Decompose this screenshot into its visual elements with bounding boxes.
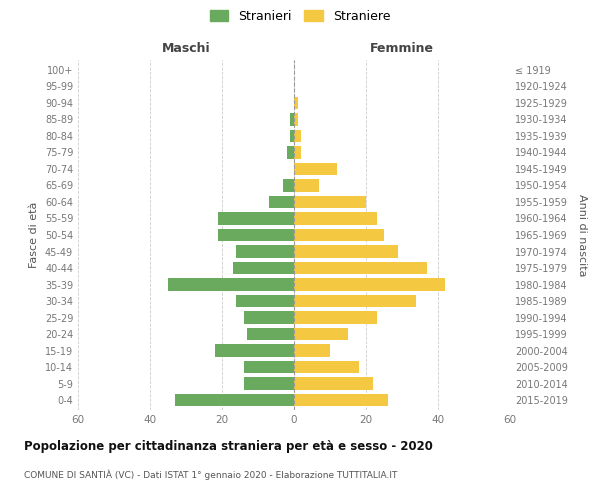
Bar: [247, 328, 294, 340]
Bar: [290, 113, 294, 126]
Bar: [236, 295, 294, 307]
Text: Femmine: Femmine: [370, 42, 434, 55]
Bar: [294, 312, 377, 324]
Bar: [294, 196, 366, 208]
Bar: [294, 262, 427, 274]
Bar: [294, 344, 330, 357]
Bar: [244, 361, 294, 374]
Bar: [218, 212, 294, 224]
Bar: [294, 394, 388, 406]
Bar: [294, 246, 398, 258]
Text: Popolazione per cittadinanza straniera per età e sesso - 2020: Popolazione per cittadinanza straniera p…: [24, 440, 433, 453]
Bar: [215, 344, 294, 357]
Y-axis label: Anni di nascita: Anni di nascita: [577, 194, 587, 276]
Bar: [294, 378, 373, 390]
Bar: [294, 212, 377, 224]
Bar: [168, 278, 294, 290]
Bar: [290, 130, 294, 142]
Bar: [294, 113, 298, 126]
Bar: [287, 146, 294, 158]
Bar: [294, 163, 337, 175]
Bar: [294, 361, 359, 374]
Text: Maschi: Maschi: [161, 42, 211, 55]
Bar: [294, 328, 348, 340]
Bar: [244, 312, 294, 324]
Bar: [294, 96, 298, 109]
Bar: [294, 146, 301, 158]
Y-axis label: Fasce di età: Fasce di età: [29, 202, 39, 268]
Bar: [283, 180, 294, 192]
Bar: [269, 196, 294, 208]
Bar: [236, 246, 294, 258]
Bar: [294, 295, 416, 307]
Bar: [244, 378, 294, 390]
Bar: [294, 130, 301, 142]
Bar: [233, 262, 294, 274]
Bar: [294, 278, 445, 290]
Legend: Stranieri, Straniere: Stranieri, Straniere: [206, 6, 394, 26]
Bar: [218, 229, 294, 241]
Bar: [175, 394, 294, 406]
Bar: [294, 180, 319, 192]
Bar: [294, 229, 384, 241]
Text: COMUNE DI SANTIÀ (VC) - Dati ISTAT 1° gennaio 2020 - Elaborazione TUTTITALIA.IT: COMUNE DI SANTIÀ (VC) - Dati ISTAT 1° ge…: [24, 470, 397, 480]
